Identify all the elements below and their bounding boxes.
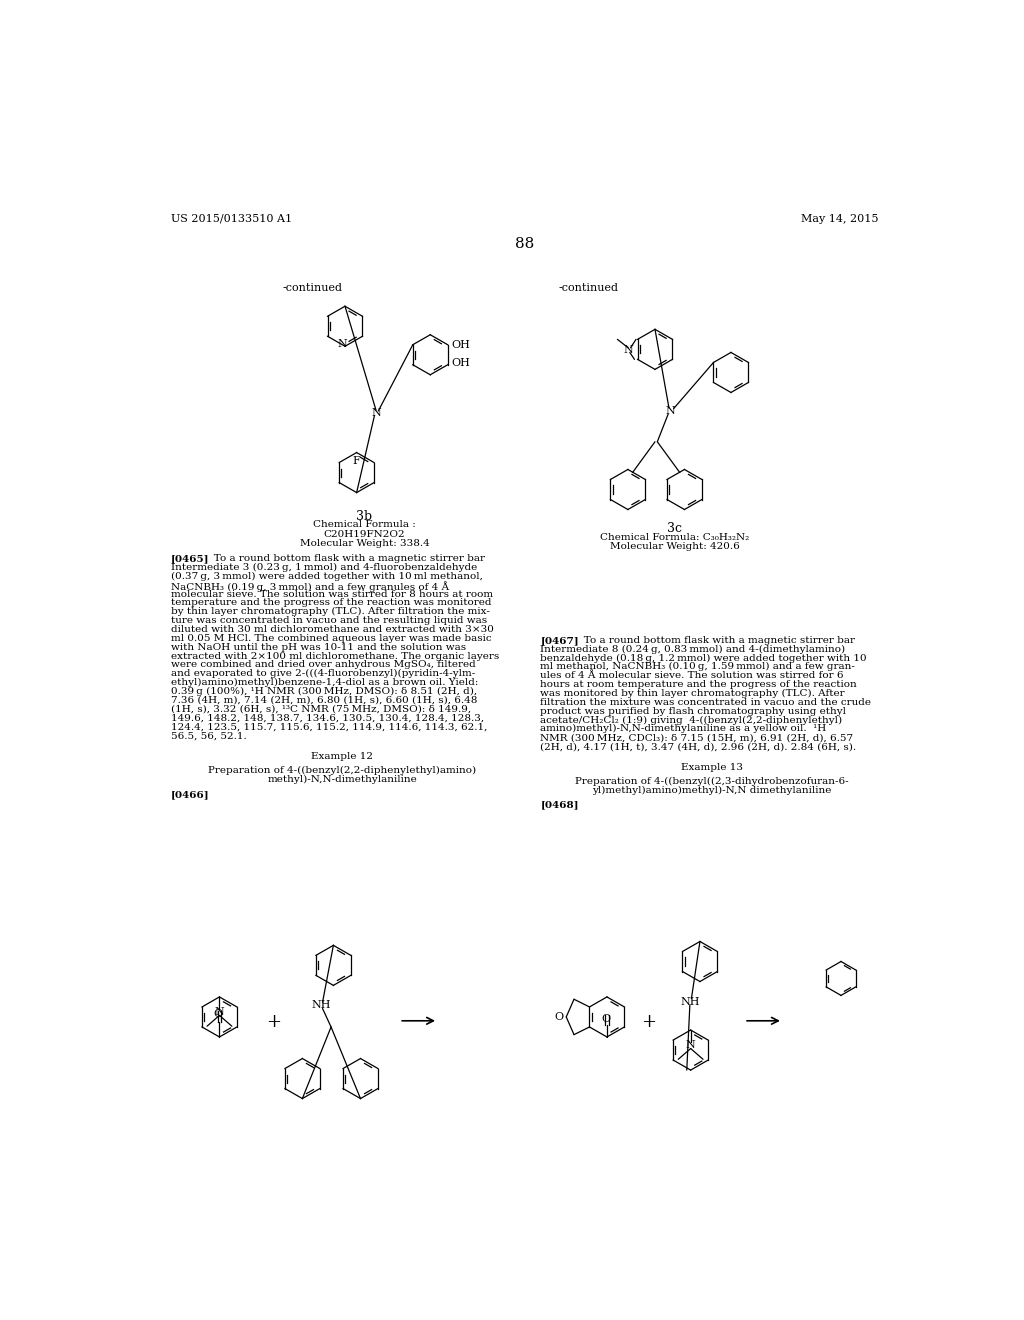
- Text: 88: 88: [515, 238, 535, 251]
- Text: 56.5, 56, 52.1.: 56.5, 56, 52.1.: [171, 731, 247, 741]
- Text: May 14, 2015: May 14, 2015: [802, 214, 879, 224]
- Text: US 2015/0133510 A1: US 2015/0133510 A1: [171, 214, 292, 224]
- Text: N: N: [337, 339, 347, 348]
- Text: O: O: [554, 1012, 563, 1022]
- Text: NaCNBH₃ (0.19 g, 3 mmol) and a few granules of 4 Å: NaCNBH₃ (0.19 g, 3 mmol) and a few granu…: [171, 581, 449, 591]
- Text: NMR (300 MHz, CDCl₃): δ 7.15 (15H, m), 6.91 (2H, d), 6.57: NMR (300 MHz, CDCl₃): δ 7.15 (15H, m), 6…: [541, 733, 853, 742]
- Text: ture was concentrated in vacuo and the resulting liquid was: ture was concentrated in vacuo and the r…: [171, 616, 486, 626]
- Text: were combined and dried over anhydrous MgSO₄, filtered: were combined and dried over anhydrous M…: [171, 660, 475, 669]
- Text: Intermediate 3 (0.23 g, 1 mmol) and 4-fluorobenzaldehyde: Intermediate 3 (0.23 g, 1 mmol) and 4-fl…: [171, 564, 477, 572]
- Text: -continued: -continued: [558, 284, 618, 293]
- Text: 7.36 (4H, m), 7.14 (2H, m), 6.80 (1H, s), 6.60 (1H, s), 6.48: 7.36 (4H, m), 7.14 (2H, m), 6.80 (1H, s)…: [171, 696, 477, 705]
- Text: [0466]: [0466]: [171, 789, 209, 799]
- Text: 0.39 g (100%), ¹H NMR (300 MHz, DMSO): δ 8.51 (2H, d),: 0.39 g (100%), ¹H NMR (300 MHz, DMSO): δ…: [171, 686, 477, 696]
- Text: [0465]: [0465]: [171, 554, 209, 564]
- Text: N: N: [686, 1040, 695, 1051]
- Text: N: N: [215, 1007, 224, 1018]
- Text: +: +: [641, 1014, 656, 1031]
- Text: methyl)-N,N-dimethylaniline: methyl)-N,N-dimethylaniline: [267, 775, 417, 784]
- Text: yl)methyl)amino)methyl)-N,N dimethylaniline: yl)methyl)amino)methyl)-N,N dimethylanil…: [592, 785, 831, 795]
- Text: by thin layer chromatography (TLC). After filtration the mix-: by thin layer chromatography (TLC). Afte…: [171, 607, 489, 616]
- Text: (2H, d), 4.17 (1H, t), 3.47 (4H, d), 2.96 (2H, d). 2.84 (6H, s).: (2H, d), 4.17 (1H, t), 3.47 (4H, d), 2.9…: [541, 742, 856, 751]
- Text: OH: OH: [452, 339, 470, 350]
- Text: NH: NH: [680, 997, 699, 1007]
- Text: O: O: [213, 1010, 222, 1019]
- Text: benzaldehyde (0.18 g, 1.2 mmol) were added together with 10: benzaldehyde (0.18 g, 1.2 mmol) were add…: [541, 653, 867, 663]
- Text: hours at room temperature and the progress of the reaction: hours at room temperature and the progre…: [541, 680, 857, 689]
- Text: ml 0.05 M HCl. The combined aqueous layer was made basic: ml 0.05 M HCl. The combined aqueous laye…: [171, 634, 492, 643]
- Text: Molecular Weight: 338.4: Molecular Weight: 338.4: [299, 539, 429, 548]
- Text: -continued: -continued: [283, 284, 343, 293]
- Text: [0468]: [0468]: [541, 800, 579, 809]
- Text: N: N: [666, 407, 676, 416]
- Text: Preparation of 4-((benzyl(2,2-diphenylethyl)amino): Preparation of 4-((benzyl(2,2-diphenylet…: [208, 766, 476, 775]
- Text: Chemical Formula :: Chemical Formula :: [313, 520, 416, 529]
- Text: N: N: [371, 408, 381, 417]
- Text: F: F: [352, 455, 360, 466]
- Text: Example 13: Example 13: [681, 763, 743, 772]
- Text: product was purified by flash chromatography using ethyl: product was purified by flash chromatogr…: [541, 706, 846, 715]
- Text: 3c: 3c: [667, 521, 682, 535]
- Text: Intermediate 8 (0.24 g, 0.83 mmol) and 4-(dimethylamino): Intermediate 8 (0.24 g, 0.83 mmol) and 4…: [541, 644, 846, 653]
- Text: with NaOH until the pH was 10-11 and the solution was: with NaOH until the pH was 10-11 and the…: [171, 643, 466, 652]
- Text: acetate/CH₂Cl₂ (1:9) giving  4-((benzyl(2,2-diphenylethyl): acetate/CH₂Cl₂ (1:9) giving 4-((benzyl(2…: [541, 715, 843, 725]
- Text: amino)methyl)-N,N-dimethylaniline as a yellow oil.  ¹H: amino)methyl)-N,N-dimethylaniline as a y…: [541, 725, 826, 734]
- Text: temperature and the progress of the reaction was monitored: temperature and the progress of the reac…: [171, 598, 492, 607]
- Text: ml methanol, NaCNBH₃ (0.10 g, 1.59 mmol) and a few gran-: ml methanol, NaCNBH₃ (0.10 g, 1.59 mmol)…: [541, 663, 855, 672]
- Text: 149.6, 148.2, 148, 138.7, 134.6, 130.5, 130.4, 128.4, 128.3,: 149.6, 148.2, 148, 138.7, 134.6, 130.5, …: [171, 714, 483, 722]
- Text: Chemical Formula: C₃₀H₃₂N₂: Chemical Formula: C₃₀H₃₂N₂: [600, 533, 749, 541]
- Text: [0467]: [0467]: [541, 636, 579, 644]
- Text: extracted with 2×100 ml dichloromethane. The organic layers: extracted with 2×100 ml dichloromethane.…: [171, 652, 499, 660]
- Text: Example 12: Example 12: [311, 752, 374, 762]
- Text: N: N: [624, 345, 633, 355]
- Text: +: +: [266, 1014, 282, 1031]
- Text: (0.37 g, 3 mmol) were added together with 10 ml methanol,: (0.37 g, 3 mmol) were added together wit…: [171, 572, 482, 581]
- Text: molecular sieve. The solution was stirred for 8 hours at room: molecular sieve. The solution was stirre…: [171, 590, 493, 598]
- Text: To a round bottom flask with a magnetic stirrer bar: To a round bottom flask with a magnetic …: [204, 554, 485, 564]
- Text: Preparation of 4-((benzyl((2,3-dihydrobenzofuran-6-: Preparation of 4-((benzyl((2,3-dihydrobe…: [575, 776, 849, 785]
- Text: was monitored by thin layer chromatography (TLC). After: was monitored by thin layer chromatograp…: [541, 689, 845, 698]
- Text: ules of 4 Å molecular sieve. The solution was stirred for 6: ules of 4 Å molecular sieve. The solutio…: [541, 671, 844, 680]
- Text: NH: NH: [311, 1001, 331, 1010]
- Text: ethyl)amino)methyl)benzene-1,4-diol as a brown oil. Yield:: ethyl)amino)methyl)benzene-1,4-diol as a…: [171, 678, 478, 688]
- Text: Molecular Weight: 420.6: Molecular Weight: 420.6: [609, 543, 739, 550]
- Text: filtration the mixture was concentrated in vacuo and the crude: filtration the mixture was concentrated …: [541, 698, 871, 706]
- Text: and evaporated to give 2-(((4-fluorobenzyl)(pyridin-4-ylm-: and evaporated to give 2-(((4-fluorobenz…: [171, 669, 475, 678]
- Text: O: O: [602, 1014, 610, 1024]
- Text: To a round bottom flask with a magnetic stirrer bar: To a round bottom flask with a magnetic …: [573, 636, 855, 644]
- Text: C20H19FN2O2: C20H19FN2O2: [324, 529, 406, 539]
- Text: 124.4, 123.5, 115.7, 115.6, 115.2, 114.9, 114.6, 114.3, 62.1,: 124.4, 123.5, 115.7, 115.6, 115.2, 114.9…: [171, 722, 487, 731]
- Text: (1H, s), 3.32 (6H, s), ¹³C NMR (75 MHz, DMSO): δ 149.9,: (1H, s), 3.32 (6H, s), ¹³C NMR (75 MHz, …: [171, 705, 471, 714]
- Text: 3b: 3b: [356, 510, 373, 523]
- Text: diluted with 30 ml dichloromethane and extracted with 3×30: diluted with 30 ml dichloromethane and e…: [171, 626, 494, 634]
- Text: OH: OH: [452, 358, 470, 368]
